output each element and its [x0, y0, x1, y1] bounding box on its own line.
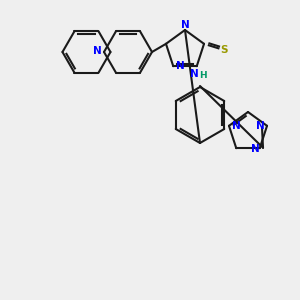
- Text: N: N: [190, 69, 199, 79]
- Text: H: H: [199, 71, 207, 80]
- Text: N: N: [251, 144, 260, 154]
- Text: N: N: [93, 46, 101, 56]
- Text: N: N: [256, 121, 264, 131]
- Text: N: N: [176, 61, 184, 71]
- Text: N: N: [232, 121, 240, 131]
- Text: N: N: [181, 20, 189, 30]
- Text: S: S: [220, 45, 228, 55]
